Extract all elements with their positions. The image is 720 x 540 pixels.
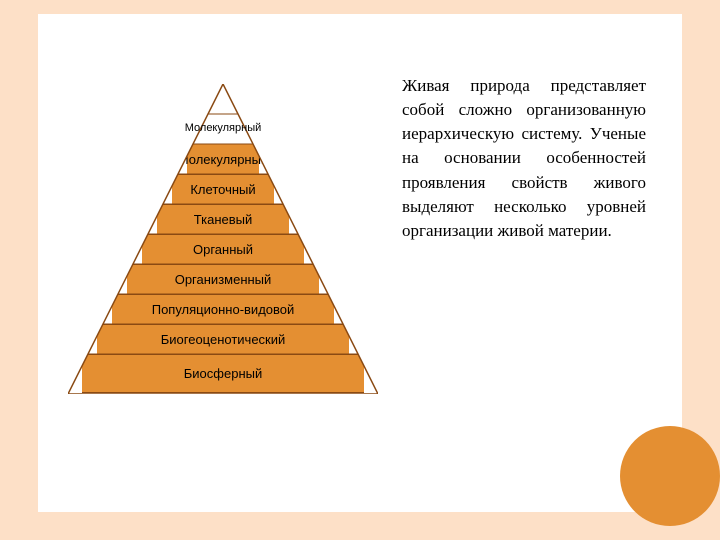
slide: Молекулярный Клеточный Тканевый Органный…: [38, 14, 682, 512]
pyramid-shape: Молекулярный Клеточный Тканевый Органный…: [68, 84, 378, 394]
circle-decoration: [620, 426, 720, 526]
body-paragraph: Живая природа представляет собой сложно …: [402, 74, 652, 414]
pyramid-diagram: Молекулярный Клеточный Тканевый Органный…: [68, 84, 378, 414]
pyramid-top-label: Молекулярный: [68, 122, 378, 134]
slide-content: Молекулярный Клеточный Тканевый Органный…: [38, 14, 682, 444]
